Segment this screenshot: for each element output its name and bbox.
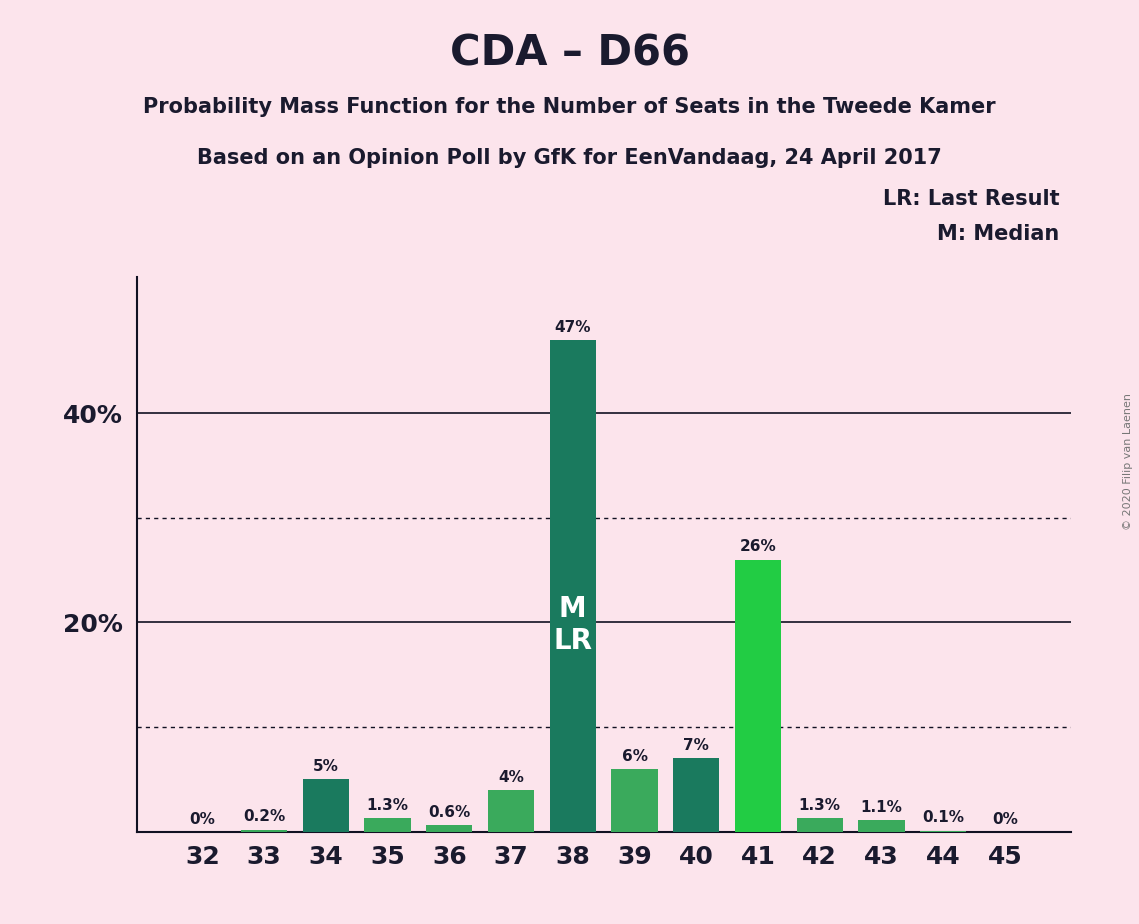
Bar bbox=[735, 560, 781, 832]
Text: © 2020 Filip van Laenen: © 2020 Filip van Laenen bbox=[1123, 394, 1133, 530]
Bar bbox=[303, 779, 349, 832]
Text: 1.1%: 1.1% bbox=[861, 800, 902, 815]
Text: 1.3%: 1.3% bbox=[367, 797, 409, 813]
Bar bbox=[796, 818, 843, 832]
Bar bbox=[364, 818, 411, 832]
Text: 5%: 5% bbox=[313, 760, 338, 774]
Text: Based on an Opinion Poll by GfK for EenVandaag, 24 April 2017: Based on an Opinion Poll by GfK for EenV… bbox=[197, 148, 942, 168]
Bar bbox=[487, 790, 534, 832]
Bar bbox=[673, 759, 720, 832]
Bar bbox=[550, 340, 596, 832]
Bar bbox=[920, 831, 967, 832]
Text: Probability Mass Function for the Number of Seats in the Tweede Kamer: Probability Mass Function for the Number… bbox=[144, 97, 995, 117]
Text: 4%: 4% bbox=[498, 770, 524, 784]
Text: 0%: 0% bbox=[189, 812, 215, 827]
Text: LR: Last Result: LR: Last Result bbox=[883, 189, 1059, 210]
Text: 7%: 7% bbox=[683, 738, 710, 753]
Text: M
LR: M LR bbox=[554, 595, 592, 655]
Text: CDA – D66: CDA – D66 bbox=[450, 32, 689, 74]
Text: 1.3%: 1.3% bbox=[798, 797, 841, 813]
Bar bbox=[426, 825, 473, 832]
Text: 0.6%: 0.6% bbox=[428, 805, 470, 821]
Text: 26%: 26% bbox=[739, 540, 777, 554]
Text: 0%: 0% bbox=[992, 812, 1018, 827]
Text: 0.2%: 0.2% bbox=[243, 809, 285, 824]
Bar bbox=[612, 769, 657, 832]
Text: M: Median: M: Median bbox=[937, 224, 1059, 244]
Text: 47%: 47% bbox=[555, 320, 591, 334]
Bar bbox=[240, 830, 287, 832]
Text: 6%: 6% bbox=[622, 748, 648, 763]
Text: 0.1%: 0.1% bbox=[923, 810, 965, 825]
Bar bbox=[859, 821, 904, 832]
